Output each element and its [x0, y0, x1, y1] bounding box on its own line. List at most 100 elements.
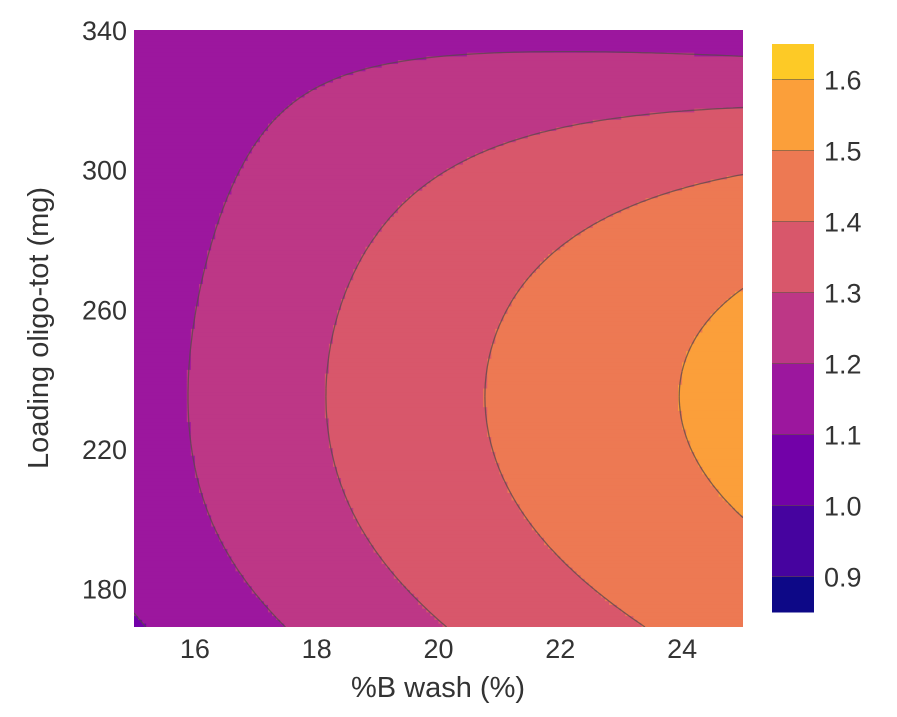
contour-band-cell: [401, 581, 590, 587]
contour-band-cell: [194, 317, 338, 322]
contour-band-cell: [134, 93, 305, 98]
contour-band-cell: [203, 496, 346, 501]
contour-band-cell: [134, 115, 277, 120]
contour-band-cell: [341, 481, 508, 486]
contour-band-cell: [243, 574, 395, 579]
contour-band-cell: [134, 604, 269, 609]
contour-band-cell: [678, 399, 743, 404]
contour-band-cell: [397, 205, 630, 210]
contour-band-cell: [134, 466, 196, 471]
colorbar-tick-label: 1.6: [824, 66, 862, 96]
contour-band-cell: [134, 104, 289, 109]
contour-band-cell: [194, 458, 334, 464]
contour-band-cell: [259, 134, 529, 139]
contour-band-cell: [134, 261, 208, 266]
contour-band-cell: [572, 567, 743, 572]
contour-band-cell: [134, 227, 216, 232]
contour-band-cell: [198, 488, 346, 493]
contour-band-cell: [194, 455, 334, 460]
contour-band-cell: [324, 376, 488, 382]
contour-band-cell: [682, 369, 743, 374]
contour-band-cell: [393, 574, 581, 579]
contour-line: [325, 106, 743, 627]
y-tick-label: 180: [82, 575, 127, 605]
contour-band-cell: [134, 354, 192, 359]
contour-band-cell: [487, 358, 687, 363]
contour-band-cell: [186, 417, 330, 423]
contour-band-cell: [134, 369, 188, 374]
contour-band-cell: [604, 596, 743, 602]
contour-band-cell: [194, 309, 338, 314]
contour-band-cell: [422, 604, 618, 609]
contour-band-cell: [515, 294, 732, 299]
contour-band-cell: [190, 354, 330, 359]
contour-band-cell: [134, 447, 192, 452]
contour-band-cell: [272, 119, 594, 124]
contour-band-cell: [134, 283, 200, 288]
contour-band-cell: [483, 399, 679, 404]
contour-band-cell: [678, 391, 743, 396]
contour-band-cell: [487, 406, 679, 411]
contour-band-cell: [251, 585, 407, 590]
y-tick-label: 340: [82, 16, 127, 46]
contour-band-cell: [357, 261, 541, 266]
contour-band-cell: [142, 619, 281, 624]
contour-band-cell: [186, 387, 326, 393]
contour-band-cell: [207, 503, 350, 508]
contour-band-cell: [365, 533, 541, 538]
contour-band-cell: [454, 164, 743, 169]
contour-band-cell: [738, 511, 743, 516]
contour-band-cell: [544, 257, 743, 262]
contour-band-cell: [621, 608, 743, 613]
contour-band-cell: [487, 365, 683, 370]
contour-band-cell: [134, 365, 192, 370]
colorbar-tick-label: 0.9: [824, 563, 862, 593]
y-tick-label: 300: [82, 156, 127, 186]
contour-band-cell: [134, 119, 273, 124]
contour-band-cell: [580, 231, 743, 236]
contour-band-cell: [138, 615, 277, 620]
contour-band-cell: [483, 402, 679, 408]
contour-band-cell: [487, 361, 683, 367]
contour-band-cell: [495, 335, 695, 340]
contour-band-cell: [686, 428, 743, 434]
contour-band-cell: [134, 171, 240, 176]
contour-band-cell: [515, 499, 728, 505]
contour-band-cell: [203, 499, 350, 505]
contour-band-cell: [134, 317, 196, 322]
contour-band-cell: [198, 283, 350, 288]
contour-band-cell: [718, 305, 743, 311]
contour-band-cell: [487, 414, 683, 419]
contour-band-cell: [255, 141, 504, 146]
contour-band-cell: [592, 223, 743, 229]
contour-band-cell: [544, 540, 743, 546]
contour-band-cell: [556, 126, 743, 132]
contour-band-cell: [211, 518, 358, 523]
contour-band-cell: [134, 160, 245, 165]
contour-band-cell: [507, 484, 715, 490]
colorbar-ticks: 0.9 1.0 1.1 1.2 1.3 1.4 1.5 1.6: [824, 66, 862, 593]
contour-band-cell: [134, 544, 224, 549]
contour-band-cell: [134, 555, 232, 561]
contour-band-cell: [223, 540, 370, 546]
contour-band-cell: [332, 335, 496, 340]
contour-line: [134, 612, 147, 627]
contour-band-cell: [337, 466, 500, 471]
contour-band-cell: [134, 552, 228, 557]
contour-band-cell: [507, 309, 715, 314]
contour-band-cell: [134, 175, 236, 180]
contour-band-cell: [503, 473, 707, 479]
contour-band-cell: [296, 96, 743, 102]
contour-band-cell: [495, 458, 699, 464]
contour-band-cell: [410, 589, 598, 594]
contour-band-cell: [434, 615, 634, 620]
contour-band-cell: [134, 477, 200, 482]
contour-band-cell: [134, 596, 261, 602]
contour-band-cell: [186, 380, 326, 385]
contour-band-cell: [596, 589, 743, 594]
contour-band-cell: [134, 593, 257, 598]
contour-band-cell: [332, 455, 496, 460]
contour-band-cell: [259, 596, 419, 602]
contour-band-cell: [426, 55, 743, 61]
contour-band-cell: [134, 391, 188, 396]
